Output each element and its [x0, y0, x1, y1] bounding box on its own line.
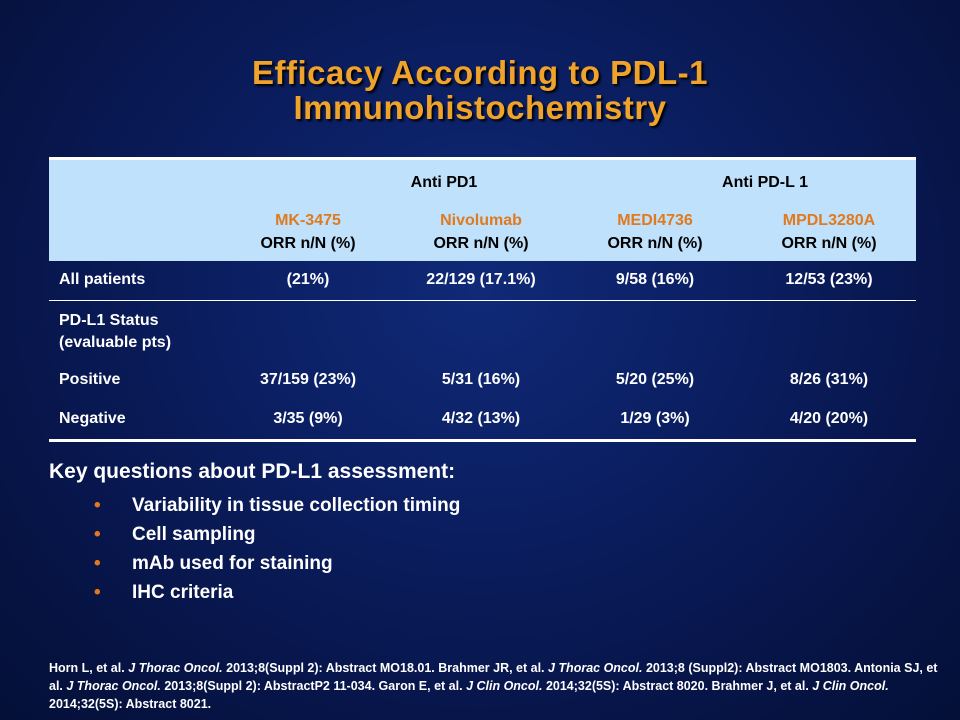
ref-text: Horn L, et al. [49, 661, 129, 675]
list-item: • mAb used for staining [94, 549, 460, 578]
table-cell: 12/53 (23%) [785, 271, 873, 288]
bullet-icon: • [94, 495, 101, 516]
drug-name: Nivolumab [440, 212, 522, 229]
table-cell: 5/31 (16%) [441, 371, 521, 388]
table-cell: 9/58 (16%) [615, 271, 695, 288]
row-label-line-1: PD-L1 Status [59, 312, 159, 329]
table-top-rule [49, 157, 916, 160]
ref-text: 2013;8(Suppl 2): Abstract MO18.01. Brahm… [222, 661, 548, 675]
list-item-text: mAb used for staining [132, 553, 333, 574]
table-cell: 1/29 (3%) [620, 410, 690, 427]
bullet-icon: • [94, 553, 101, 574]
row-label: PD-L1 Status (evaluable pts) [59, 310, 171, 354]
list-item: • Cell sampling [94, 520, 460, 549]
table-cell: 4/32 (13%) [441, 410, 521, 427]
key-questions-heading: Key questions about PD-L1 assessment: [49, 460, 456, 483]
ref-text: 2013;8 (Suppl2): Abstract MO1803. Antoni… [49, 661, 938, 693]
list-item: • Variability in tissue collection timing [94, 491, 460, 520]
ref-text: 2013;8(Suppl 2): AbstractP2 11-034. Garo… [160, 679, 467, 693]
drug-metric: ORR n/N (%) [433, 235, 529, 252]
list-item-text: Cell sampling [132, 524, 256, 545]
table-bottom-rule [49, 439, 916, 442]
table-cell: 37/159 (23%) [259, 371, 357, 388]
table-row-all-patients: All patients (21%) 22/129 (17.1%) 9/58 (… [49, 261, 916, 300]
table-cell: 22/129 (17.1%) [426, 271, 536, 288]
drug-metric: ORR n/N (%) [607, 235, 703, 252]
title-line-2: Immunohistochemistry [293, 89, 667, 126]
table-header: Anti PD1 Anti PD-L 1 MK-3475 ORR n/N (%)… [49, 160, 916, 261]
table-row-pdl1-status: PD-L1 Status (evaluable pts) [49, 301, 916, 361]
list-item-text: Variability in tissue collection timing [132, 495, 461, 516]
drug-metric: ORR n/N (%) [260, 235, 356, 252]
drug-header-mk3475: MK-3475 ORR n/N (%) [221, 209, 395, 255]
table-cell: (21%) [286, 271, 330, 288]
drug-name: MEDI4736 [617, 212, 693, 229]
table-cell: 3/35 (9%) [273, 410, 343, 427]
ref-journal: J Thorac Oncol. [128, 661, 223, 675]
list-item-text: IHC criteria [132, 582, 234, 603]
table-cell: 5/20 (25%) [615, 371, 695, 388]
row-divider [49, 300, 916, 301]
drug-header-medi4736: MEDI4736 ORR n/N (%) [568, 209, 742, 255]
ref-journal: J Thorac Oncol. [66, 679, 161, 693]
bullet-icon: • [94, 524, 101, 545]
drug-metric: ORR n/N (%) [781, 235, 877, 252]
table-cell: 8/26 (31%) [789, 371, 869, 388]
slide-title: Efficacy According to PDL-1 Immunohistoc… [0, 55, 960, 125]
references-footnote: Horn L, et al. J Thorac Oncol. 2013;8(Su… [49, 659, 949, 713]
ref-journal: J Clin Oncol. [466, 679, 543, 693]
group-header-anti-pdl1: Anti PD-L 1 [722, 174, 808, 191]
drug-name: MPDL3280A [782, 212, 876, 229]
drug-name: MK-3475 [275, 212, 341, 229]
table-row-positive: Positive 37/159 (23%) 5/31 (16%) 5/20 (2… [49, 361, 916, 400]
drug-header-mpdl3280a: MPDL3280A ORR n/N (%) [742, 209, 916, 255]
row-label: Negative [59, 410, 126, 427]
ref-journal: J Clin Oncol. [812, 679, 889, 693]
ref-text: 2014;32(5S): Abstract 8020. Brahmer J, e… [542, 679, 813, 693]
ref-journal: J Thorac Oncol. [548, 661, 643, 675]
drug-header-nivolumab: Nivolumab ORR n/N (%) [394, 209, 568, 255]
ref-text: 2014;32(5S): Abstract 8021. [49, 697, 212, 711]
key-questions-list: • Variability in tissue collection timing… [94, 491, 460, 607]
row-label: Positive [59, 371, 121, 388]
group-header-anti-pd1: Anti PD1 [410, 174, 478, 191]
row-label-line-2: (evaluable pts) [59, 334, 172, 351]
row-label: All patients [59, 271, 146, 288]
efficacy-table: Anti PD1 Anti PD-L 1 MK-3475 ORR n/N (%)… [49, 157, 916, 442]
title-line-1: Efficacy According to PDL-1 [251, 54, 709, 91]
bullet-icon: • [94, 582, 101, 603]
list-item: • IHC criteria [94, 578, 460, 607]
table-cell: 4/20 (20%) [789, 410, 869, 427]
table-row-negative: Negative 3/35 (9%) 4/32 (13%) 1/29 (3%) … [49, 400, 916, 439]
